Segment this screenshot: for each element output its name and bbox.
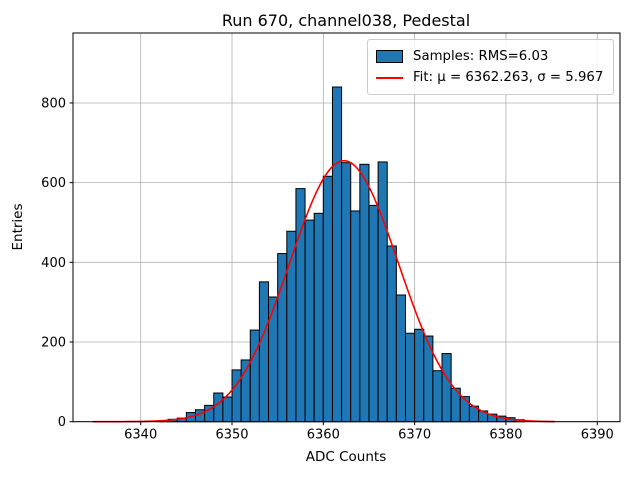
histogram-bar	[304, 219, 315, 423]
legend: Samples: RMS=6.03 Fit: μ = 6362.263, σ =…	[367, 39, 614, 95]
histogram-bar	[213, 392, 224, 423]
legend-fit-line-swatch	[376, 76, 403, 79]
y-tick-label: 800	[41, 96, 66, 111]
y-tick-label: 0	[58, 415, 66, 430]
y-tick-label: 400	[41, 256, 66, 271]
histogram-bar	[404, 332, 416, 423]
histogram-bar	[322, 175, 333, 423]
legend-entry-fit: Fit: μ = 6362.263, σ = 5.967	[376, 70, 605, 85]
histogram-bar	[432, 370, 443, 423]
x-tick-label: 6350	[215, 428, 248, 443]
histogram-bar	[359, 163, 370, 423]
histogram-bar	[249, 329, 260, 423]
histogram-bar	[331, 86, 343, 423]
histogram-bar	[414, 328, 425, 423]
histogram-bar	[277, 253, 288, 423]
histogram-bar	[313, 212, 324, 423]
histogram-bar	[222, 396, 233, 423]
x-tick-label: 6340	[124, 428, 157, 443]
chart-title: Run 670, channel038, Pedestal	[222, 11, 470, 30]
histogram-bar	[258, 281, 270, 423]
legend-samples-swatch	[376, 49, 403, 63]
histogram-bar	[368, 204, 379, 423]
legend-entry-samples: Samples: RMS=6.03	[376, 49, 605, 64]
y-tick-label: 200	[41, 336, 66, 351]
legend-fit-label: Fit: μ = 6362.263, σ = 5.967	[413, 70, 604, 86]
histogram-bar	[231, 369, 242, 423]
tick-labels: 6340 6350 6360 6370 6380 6390 0 200 400 600 800	[41, 96, 614, 442]
histogram-bar	[350, 210, 361, 423]
fit-curve-path	[92, 159, 556, 423]
gaussian-fit-curve	[92, 159, 556, 423]
x-tick-label: 6360	[307, 428, 340, 443]
legend-samples-label: Samples: RMS=6.03	[413, 48, 549, 64]
histogram-bar	[386, 245, 397, 423]
histogram-bar	[341, 162, 352, 423]
histogram-bar	[377, 161, 388, 423]
x-tick-label: 6390	[581, 428, 614, 443]
axes-spines-and-ticks	[69, 32, 621, 426]
histogram-bar	[441, 353, 452, 423]
histogram-bar	[268, 296, 279, 423]
x-tick-label: 6380	[489, 428, 522, 443]
histogram-bars	[158, 86, 525, 423]
histogram-bar	[395, 294, 406, 423]
x-axis-label: ADC Counts	[306, 449, 386, 465]
y-tick-label: 600	[41, 176, 66, 191]
plot-border	[72, 32, 621, 423]
y-axis-label: Entries	[10, 203, 26, 250]
x-tick-label: 6370	[398, 428, 431, 443]
